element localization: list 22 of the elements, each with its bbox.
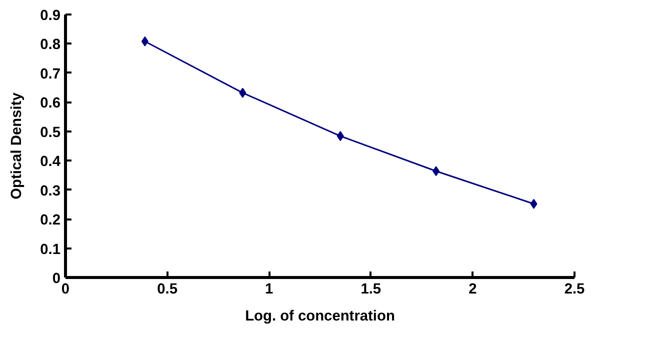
x-tick-label: 1 bbox=[265, 282, 274, 298]
point bbox=[530, 198, 538, 209]
x-tick-label: 2.5 bbox=[564, 282, 585, 298]
x-tick-label: 0.5 bbox=[157, 282, 178, 298]
y-tick-label: 0.3 bbox=[40, 183, 60, 200]
point bbox=[141, 36, 148, 46]
y-tick-label: 0.2 bbox=[40, 212, 60, 229]
x-tick-label: 1.5 bbox=[360, 282, 382, 298]
y-tick-label: 0.7 bbox=[40, 66, 60, 82]
point bbox=[239, 88, 246, 98]
y-tick-label: 0.8 bbox=[40, 37, 60, 54]
y-tick-label: 0 bbox=[52, 271, 61, 287]
y-tick-label: 0.5 bbox=[40, 124, 60, 141]
point bbox=[336, 131, 344, 142]
y-axis-title: Optical Density bbox=[9, 92, 26, 200]
y-tick-label: 0.4 bbox=[40, 154, 62, 170]
x-tick-label: 2 bbox=[468, 282, 477, 298]
point bbox=[432, 166, 440, 176]
x-axis-title: Log. of concentration bbox=[245, 308, 395, 324]
y-tick-label: 0.1 bbox=[40, 242, 60, 258]
y-tick-label: 0.9 bbox=[40, 8, 60, 24]
y-tick-label: 0.6 bbox=[40, 96, 60, 112]
